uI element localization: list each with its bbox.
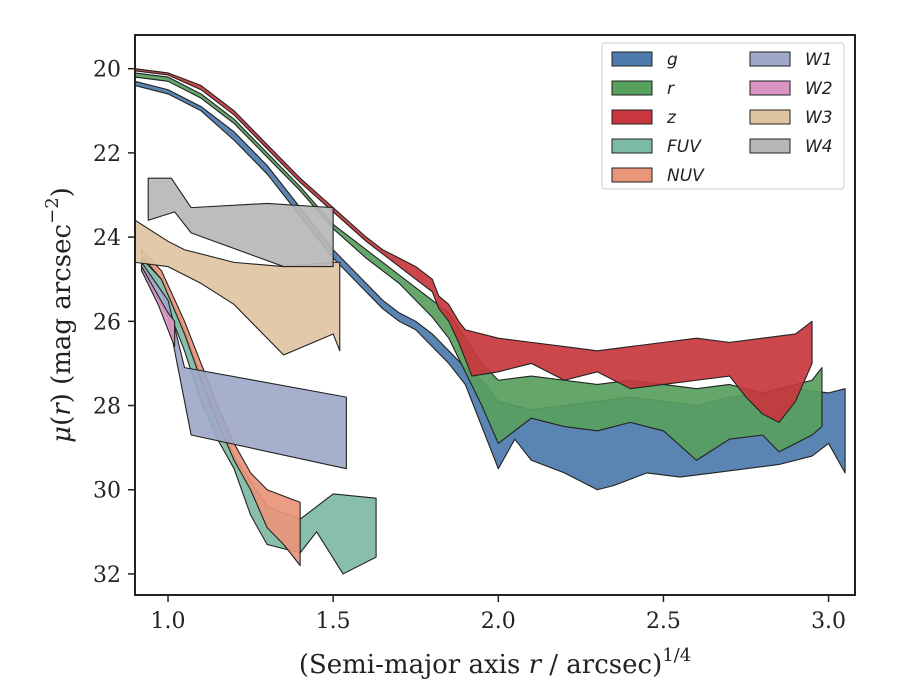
- legend-swatch: [611, 167, 653, 183]
- legend-swatch: [749, 138, 791, 154]
- legend-item-w3: W3: [749, 108, 833, 128]
- legend-swatch: [749, 109, 791, 125]
- x-axis-ticks: 1.0 1.5 2.0 2.5 3.0: [151, 595, 846, 634]
- y-axis-label: μ(r) (mag arcsec−2): [42, 187, 77, 443]
- legend-swatch: [611, 109, 653, 125]
- x-tick-label: 2.0: [481, 609, 516, 634]
- legend-swatch: [611, 51, 653, 67]
- y-axis-ticks: 20 22 24 26 28 30 32: [93, 58, 135, 588]
- y-tick-label: 20: [93, 58, 121, 83]
- area-r: [135, 72, 823, 461]
- legend-label: W2: [805, 79, 833, 99]
- legend-item-g: g: [611, 50, 678, 70]
- legend-item-w4: W4: [749, 137, 833, 157]
- legend-swatch: [611, 80, 653, 96]
- legend-label: W3: [805, 108, 833, 128]
- area-w2: [141, 266, 176, 348]
- y-tick-label: 28: [93, 395, 121, 420]
- legend-label: g: [667, 50, 678, 70]
- legend-item-w2: W2: [749, 79, 833, 99]
- legend-swatch: [749, 80, 791, 96]
- legend-swatch: [611, 138, 653, 154]
- y-tick-label: 32: [93, 563, 121, 588]
- legend-label: W1: [805, 50, 833, 70]
- y-tick-label: 24: [93, 226, 121, 251]
- x-tick-label: 2.5: [646, 609, 681, 634]
- x-axis-label: (Semi-major axis r / arcsec)1/4: [299, 645, 691, 680]
- legend-item-z: z: [611, 108, 677, 128]
- legend-swatch: [749, 51, 791, 67]
- legend-label: W4: [805, 137, 833, 157]
- y-tick-label: 26: [93, 310, 121, 335]
- legend-label: z: [666, 108, 677, 128]
- legend-label: r: [667, 79, 675, 99]
- area-w4: [147, 177, 334, 268]
- area-z: [135, 68, 813, 423]
- plot-frame: [134, 34, 856, 596]
- legend-item-w1: W1: [749, 50, 833, 70]
- legend-item-fuv: FUV: [611, 137, 702, 157]
- legend-item-r: r: [611, 79, 675, 99]
- legend-label: NUV: [667, 166, 705, 186]
- area-w3: [135, 219, 341, 356]
- area-nuv: [141, 249, 301, 567]
- y-tick-label: 30: [93, 479, 121, 504]
- legend-item-nuv: NUV: [611, 166, 705, 186]
- x-tick-label: 1.0: [151, 609, 186, 634]
- x-tick-label: 3.0: [811, 609, 846, 634]
- legend-label: FUV: [667, 137, 702, 157]
- y-tick-label: 22: [93, 142, 121, 167]
- profile-areas: [135, 68, 846, 575]
- legend: grz FUV NUV W1 W2 W3 W4: [601, 42, 845, 190]
- x-tick-label: 1.5: [316, 609, 351, 634]
